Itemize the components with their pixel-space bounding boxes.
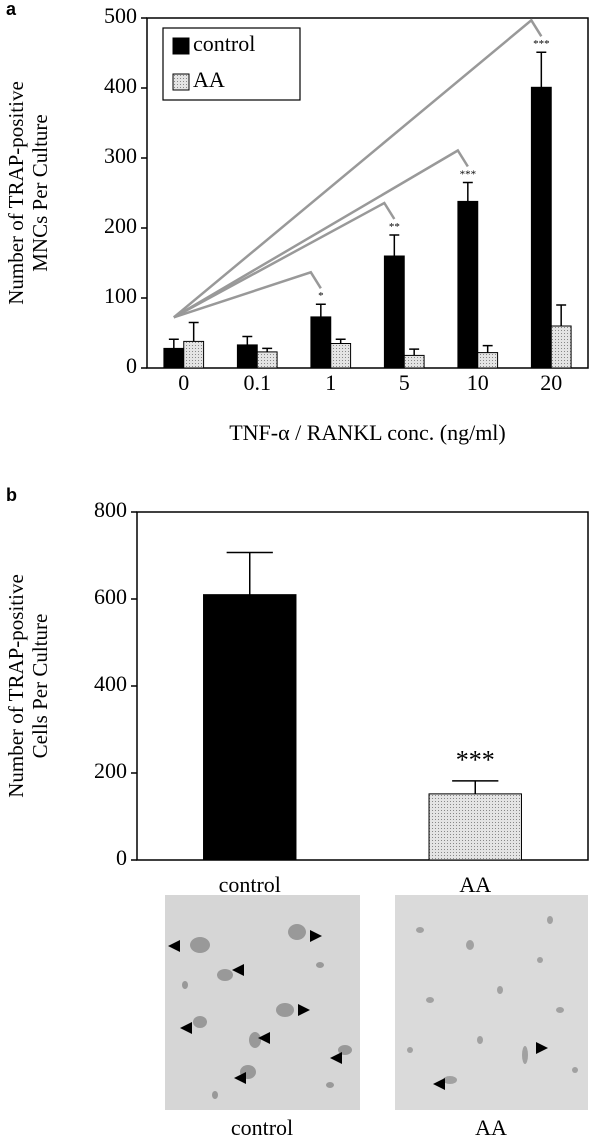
error-bar — [242, 335, 253, 345]
bar — [428, 793, 522, 861]
comparison-bracket — [173, 270, 322, 319]
bar — [330, 343, 352, 369]
y-tick-label: 400 — [94, 671, 127, 696]
plot-frame — [146, 17, 589, 369]
bar — [310, 316, 332, 369]
bar — [403, 354, 425, 369]
error-bar — [536, 51, 547, 88]
micrograph — [165, 895, 588, 1110]
error-bar — [262, 347, 273, 352]
significance-label: *** — [533, 38, 550, 50]
y-tick-label: 800 — [94, 497, 127, 522]
error-bar — [482, 344, 493, 353]
y-axis-label: Number of TRAP-positive — [4, 574, 28, 798]
bar — [477, 352, 499, 369]
error-bar — [452, 780, 499, 794]
bar — [383, 255, 405, 369]
image-caption: AA — [475, 1115, 507, 1140]
y-tick-label: 0 — [116, 845, 127, 870]
bar — [236, 344, 258, 369]
comparison-bracket — [173, 201, 396, 319]
error-bar — [556, 304, 567, 326]
legend-swatch — [172, 73, 190, 91]
x-tick-label: 10 — [467, 370, 489, 395]
bar — [256, 351, 278, 369]
significance-label: *** — [456, 746, 495, 775]
bar — [530, 86, 552, 369]
x-tick-label: 0 — [178, 370, 189, 395]
legend-label: control — [193, 31, 255, 56]
y-tick-label: 0 — [126, 353, 137, 378]
y-tick-label: 300 — [104, 143, 137, 168]
panel-label: b — [6, 485, 17, 505]
error-bar — [226, 551, 273, 595]
bar — [550, 325, 572, 369]
significance-label: *** — [460, 168, 477, 180]
bar — [163, 347, 185, 369]
image-caption: control — [231, 1115, 293, 1140]
significance-label: * — [318, 290, 324, 302]
y-tick-label: 500 — [104, 3, 137, 28]
error-bar — [409, 348, 420, 356]
x-tick-label: 0.1 — [244, 370, 272, 395]
x-tick-label: control — [219, 872, 281, 897]
error-bar — [389, 234, 400, 256]
bar — [457, 200, 479, 369]
error-bar — [315, 303, 326, 317]
error-bar — [168, 338, 179, 349]
legend-swatch — [172, 37, 190, 55]
panel-label: a — [6, 0, 17, 19]
error-bar — [335, 338, 346, 344]
error-bar — [462, 181, 473, 202]
x-tick-label: AA — [459, 872, 491, 897]
y-tick-label: 400 — [104, 73, 137, 98]
y-tick-label: 200 — [104, 213, 137, 238]
comparison-bracket — [173, 18, 543, 319]
x-axis-label: TNF-α / RANKL conc. (ng/ml) — [229, 420, 506, 445]
legend-label: AA — [193, 67, 225, 92]
y-axis-label: Number of TRAP-positive — [4, 81, 28, 305]
y-tick-label: 100 — [104, 283, 137, 308]
error-bar — [188, 321, 199, 342]
y-tick-label: 200 — [94, 758, 127, 783]
y-axis-label: MNCs Per Culture — [28, 114, 52, 272]
y-tick-label: 600 — [94, 584, 127, 609]
significance-label: ** — [389, 221, 400, 233]
x-tick-label: 5 — [399, 370, 410, 395]
bar — [183, 340, 205, 369]
comparison-bracket — [173, 148, 469, 319]
bar — [203, 594, 297, 861]
x-tick-label: 1 — [325, 370, 336, 395]
y-axis-label: Cells Per Culture — [28, 614, 52, 759]
x-tick-label: 20 — [540, 370, 562, 395]
